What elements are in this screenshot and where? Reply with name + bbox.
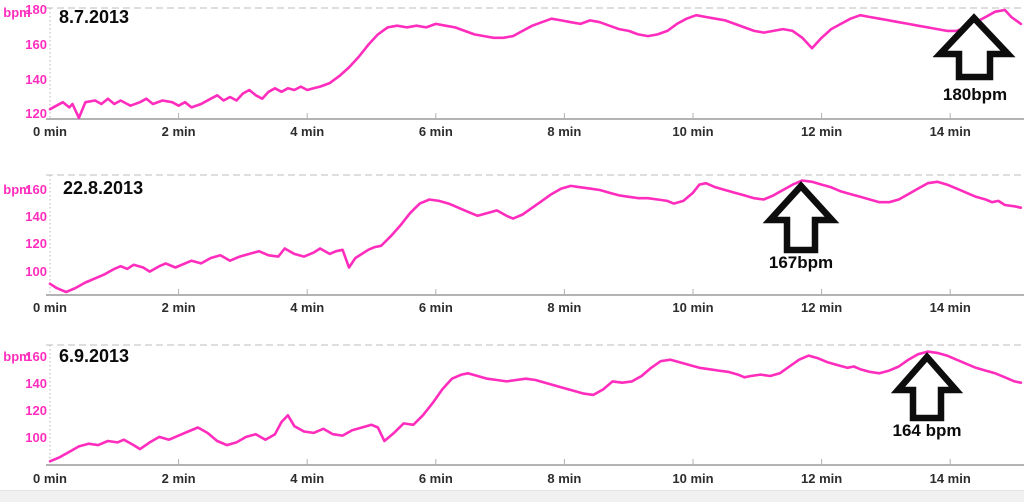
- x-tick-label: 10 min: [672, 124, 714, 139]
- y-tick-label: 100: [25, 263, 47, 279]
- x-tick-label: 14 min: [929, 124, 971, 139]
- x-tick-label: 6 min: [418, 124, 453, 139]
- x-tick-label: 14 min: [929, 300, 971, 315]
- x-tick-label: 2 min: [161, 471, 196, 486]
- x-tick-label: 0 min: [33, 471, 67, 486]
- y-tick-label: 180: [25, 2, 47, 17]
- peak-annotation-label: 167bpm: [768, 253, 834, 272]
- x-tick-label: 4 min: [290, 124, 325, 139]
- peak-annotation-arrow-icon: [890, 352, 964, 422]
- x-tick-label: 0 min: [33, 300, 67, 315]
- x-tick-label: 8 min: [547, 300, 582, 315]
- y-tick-label: 120: [25, 236, 47, 252]
- y-tick-label: 120: [25, 106, 47, 122]
- x-tick-label: 14 min: [929, 471, 971, 486]
- x-tick-label: 12 min: [801, 124, 843, 139]
- heart-rate-line: [48, 8, 1023, 120]
- x-tick-label: 8 min: [547, 124, 582, 139]
- date-label: 22.8.2013: [63, 178, 144, 198]
- x-tick-label: 2 min: [161, 300, 196, 315]
- x-tick-label: 12 min: [801, 471, 843, 486]
- y-axis-unit-label: bpm: [3, 182, 31, 197]
- y-tick-label: 160: [25, 182, 47, 197]
- y-tick-label: 140: [25, 209, 47, 225]
- x-tick-label: 8 min: [547, 471, 582, 486]
- y-tick-label: 100: [25, 430, 47, 446]
- x-tick-label: 4 min: [290, 471, 325, 486]
- bottom-edge-strip: [0, 490, 1024, 502]
- x-tick-label: 10 min: [672, 471, 714, 486]
- heart-rate-line: [48, 350, 1023, 463]
- y-tick-label: 120: [25, 403, 47, 419]
- date-label: 8.7.2013: [59, 7, 130, 27]
- y-tick-label: 140: [25, 71, 47, 87]
- peak-annotation-label: 180bpm: [942, 85, 1008, 104]
- x-tick-label: 10 min: [672, 300, 714, 315]
- x-tick-label: 6 min: [418, 300, 453, 315]
- y-axis-unit-label: bpm: [3, 349, 31, 364]
- x-tick-label: 2 min: [161, 124, 196, 139]
- peak-annotation-arrow-icon: [932, 13, 1016, 81]
- heart-rate-line: [48, 179, 1023, 294]
- y-tick-label: 160: [25, 36, 47, 52]
- x-tick-label: 6 min: [418, 471, 453, 486]
- y-axis-unit-label: bpm: [3, 5, 31, 20]
- x-tick-label: 0 min: [33, 124, 67, 139]
- date-label: 6.9.2013: [59, 346, 130, 366]
- x-tick-label: 4 min: [290, 300, 325, 315]
- peak-annotation-arrow-icon: [762, 181, 840, 254]
- x-tick-label: 12 min: [801, 300, 843, 315]
- peak-annotation-label: 164 bpm: [892, 421, 962, 440]
- y-tick-label: 160: [25, 349, 47, 364]
- y-tick-label: 140: [25, 376, 47, 392]
